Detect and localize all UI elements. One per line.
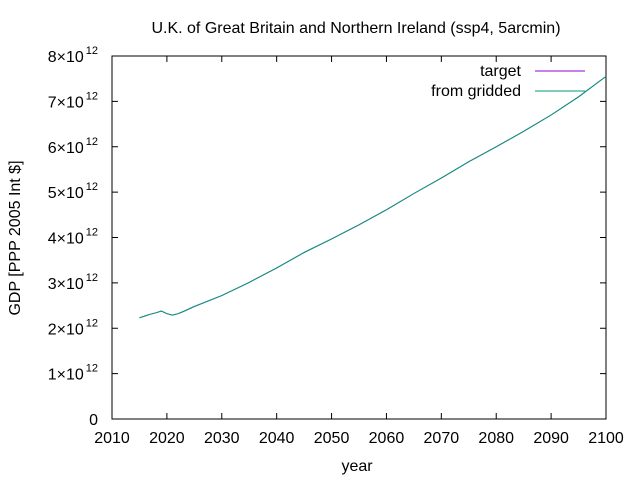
legend-label-target: target bbox=[480, 63, 521, 80]
y-tick-label: 0 bbox=[89, 412, 98, 429]
x-axis: 2010 2020 2030 2040 2050 2060 2070 2080 2090 2100 bbox=[94, 56, 624, 447]
x-tick-label: 2070 bbox=[424, 430, 460, 447]
y-tick-label: 3×10 12 bbox=[48, 272, 98, 293]
series-line-target bbox=[139, 75, 607, 319]
legend: target from gridded bbox=[431, 63, 585, 100]
y-tick-label: 7×10 12 bbox=[48, 90, 98, 111]
y-tick-label: 8×10 12 bbox=[48, 45, 98, 66]
x-tick-label: 2080 bbox=[478, 430, 514, 447]
y-tick-label: 2×10 12 bbox=[48, 317, 98, 338]
series-line-from-gridded bbox=[139, 75, 607, 319]
x-tick-label: 2010 bbox=[94, 430, 130, 447]
y-tick-label: 6×10 12 bbox=[48, 136, 98, 157]
y-tick-label: 4×10 12 bbox=[48, 227, 98, 248]
y-tick-label: 5×10 12 bbox=[48, 181, 98, 202]
plot-frame bbox=[111, 55, 607, 420]
x-tick-label: 2040 bbox=[259, 430, 295, 447]
x-axis-label: year bbox=[341, 458, 373, 475]
legend-label-from-gridded: from gridded bbox=[431, 83, 521, 100]
y-axis: 0 1×10 12 2×10 12 3×10 12 4×10 12 5×10 12 6×10 12 7×1… bbox=[48, 45, 606, 429]
y-axis-label: GDP [PPP 2005 Int $] bbox=[7, 160, 24, 315]
x-tick-label: 2060 bbox=[369, 430, 405, 447]
x-tick-label: 2090 bbox=[533, 430, 569, 447]
chart-title: U.K. of Great Britain and Northern Irela… bbox=[151, 20, 560, 37]
x-tick-label: 2050 bbox=[314, 430, 350, 447]
y-tick-label: 1×10 12 bbox=[48, 363, 98, 384]
x-tick-label: 2020 bbox=[149, 430, 185, 447]
series-layer bbox=[139, 75, 607, 319]
x-tick-label: 2100 bbox=[588, 430, 624, 447]
x-tick-label: 2030 bbox=[204, 430, 240, 447]
